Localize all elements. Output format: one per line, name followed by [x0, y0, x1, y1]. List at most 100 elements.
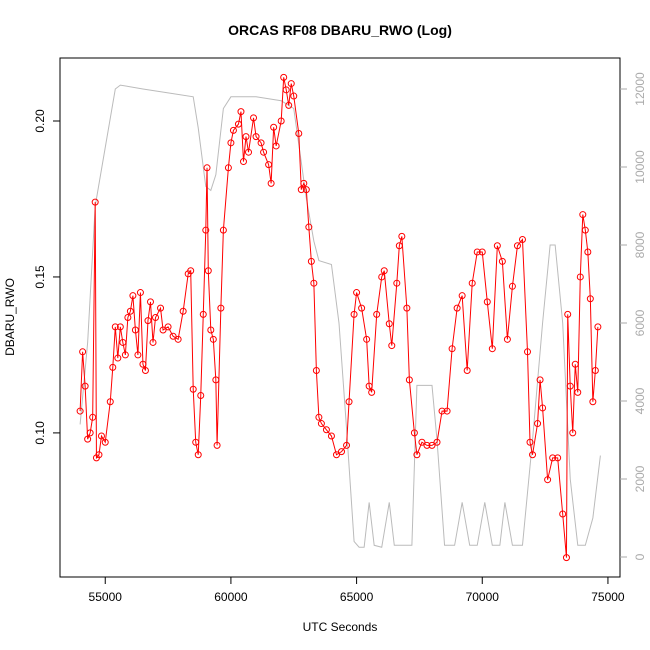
point: [149, 338, 157, 346]
point: [586, 295, 594, 303]
point: [290, 92, 298, 100]
point: [453, 304, 461, 312]
point: [534, 420, 542, 428]
point: [124, 314, 132, 321]
x-tick-label: 55000: [89, 590, 123, 604]
point: [146, 298, 154, 306]
point: [270, 123, 278, 131]
point: [91, 198, 99, 206]
point: [410, 429, 418, 437]
point: [353, 289, 361, 297]
y-axis-label: DBARU_RWO: [3, 278, 17, 356]
point: [131, 326, 139, 334]
point: [219, 226, 227, 234]
point: [571, 360, 579, 368]
point: [503, 335, 511, 343]
point: [549, 454, 557, 462]
point: [252, 133, 260, 141]
point: [368, 388, 376, 396]
point: [109, 363, 117, 371]
point: [152, 314, 160, 321]
point: [594, 323, 602, 331]
y2-tick-label: 6000: [633, 309, 647, 336]
point: [265, 161, 273, 169]
point: [129, 292, 137, 300]
point: [350, 310, 358, 318]
point: [89, 413, 97, 421]
point: [76, 407, 84, 415]
chart-title: ORCAS RF08 DBARU_RWO (Log): [228, 22, 452, 38]
point: [260, 148, 268, 156]
point: [564, 310, 572, 318]
point: [267, 179, 275, 187]
point: [227, 139, 235, 147]
point: [134, 351, 142, 359]
point: [327, 432, 335, 440]
point: [591, 367, 599, 375]
point: [365, 382, 373, 390]
series-line: [79, 77, 599, 558]
point: [569, 429, 577, 437]
point: [141, 367, 149, 375]
point: [338, 448, 346, 456]
point: [179, 307, 187, 315]
point: [508, 282, 516, 290]
point: [300, 179, 308, 187]
point: [380, 267, 388, 275]
point: [403, 304, 411, 312]
y2-tick-label: 8000: [633, 231, 647, 258]
point: [413, 451, 421, 459]
series-line: [79, 84, 601, 548]
point: [111, 323, 119, 331]
point: [164, 323, 172, 331]
point: [136, 289, 144, 297]
point: [388, 342, 396, 350]
point: [202, 226, 210, 234]
point: [463, 367, 471, 375]
point: [101, 438, 109, 446]
point: [559, 510, 567, 518]
point: [405, 376, 413, 384]
point: [81, 382, 89, 390]
point: [207, 326, 215, 334]
point: [574, 388, 582, 396]
point: [488, 345, 496, 353]
point: [194, 451, 202, 459]
point: [443, 407, 451, 415]
point: [159, 326, 167, 334]
point: [358, 304, 366, 312]
point: [513, 242, 521, 250]
point: [144, 317, 152, 325]
point: [395, 242, 403, 250]
point: [295, 129, 303, 137]
point: [458, 292, 466, 300]
point: [526, 438, 534, 446]
point: [307, 257, 315, 265]
point: [217, 304, 225, 312]
point: [242, 133, 250, 141]
point: [169, 332, 177, 340]
point: [343, 441, 351, 449]
point: [581, 226, 589, 234]
point: [121, 351, 129, 359]
point: [86, 429, 94, 437]
point: [139, 360, 147, 368]
x-tick-label: 60000: [214, 590, 248, 604]
point: [250, 114, 258, 122]
point: [332, 451, 340, 459]
point: [315, 413, 323, 421]
y2-tick-label: 2000: [633, 465, 647, 492]
point: [448, 345, 456, 353]
point: [297, 186, 305, 194]
point: [393, 279, 401, 287]
y-tick-label: 0.15: [33, 265, 47, 289]
y2-tick-label: 10000: [633, 150, 647, 184]
point: [84, 435, 92, 443]
point: [187, 267, 195, 275]
point: [257, 139, 265, 147]
point: [373, 310, 381, 318]
point: [285, 101, 293, 109]
point: [483, 298, 491, 306]
point: [119, 338, 127, 346]
